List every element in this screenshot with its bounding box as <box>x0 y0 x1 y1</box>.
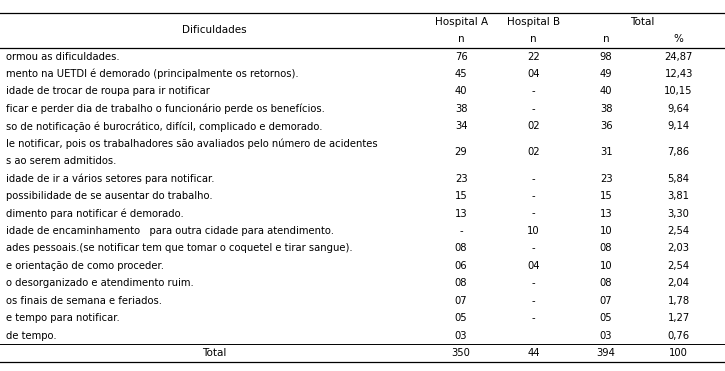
Text: 23: 23 <box>600 174 613 184</box>
Text: de tempo.: de tempo. <box>6 331 57 341</box>
Text: 15: 15 <box>600 191 613 201</box>
Text: 36: 36 <box>600 121 613 131</box>
Text: 08: 08 <box>455 278 468 288</box>
Text: 22: 22 <box>527 52 540 62</box>
Text: 23: 23 <box>455 174 468 184</box>
Text: 2,54: 2,54 <box>668 226 689 236</box>
Text: idade de encaminhamento   para outra cidade para atendimento.: idade de encaminhamento para outra cidad… <box>6 226 334 236</box>
Text: 1,27: 1,27 <box>668 313 689 323</box>
Text: 08: 08 <box>600 243 613 253</box>
Text: 06: 06 <box>455 261 468 271</box>
Text: Total: Total <box>630 17 655 27</box>
Text: Hospital B: Hospital B <box>507 17 560 27</box>
Text: o desorganizado e atendimento ruim.: o desorganizado e atendimento ruim. <box>6 278 194 288</box>
Text: %: % <box>674 34 684 44</box>
Text: 02: 02 <box>527 121 540 131</box>
Text: 5,84: 5,84 <box>668 174 689 184</box>
Text: 13: 13 <box>455 209 468 219</box>
Text: 38: 38 <box>600 104 613 114</box>
Text: 7,86: 7,86 <box>668 148 689 157</box>
Text: 3,81: 3,81 <box>668 191 689 201</box>
Text: -: - <box>531 86 535 96</box>
Text: 0,76: 0,76 <box>668 331 689 341</box>
Text: -: - <box>531 191 535 201</box>
Text: e tempo para notificar.: e tempo para notificar. <box>6 313 120 323</box>
Text: -: - <box>531 209 535 219</box>
Text: 40: 40 <box>600 86 613 96</box>
Text: -: - <box>531 296 535 306</box>
Text: 04: 04 <box>527 261 540 271</box>
Text: 10: 10 <box>600 226 613 236</box>
Text: 9,64: 9,64 <box>668 104 689 114</box>
Text: 05: 05 <box>455 313 468 323</box>
Text: 02: 02 <box>527 148 540 157</box>
Text: 3,30: 3,30 <box>668 209 689 219</box>
Text: 24,87: 24,87 <box>664 52 693 62</box>
Text: 1,78: 1,78 <box>668 296 689 306</box>
Text: 04: 04 <box>527 69 540 79</box>
Text: 2,03: 2,03 <box>668 243 689 253</box>
Text: ficar e perder dia de trabalho o funcionário perde os benefícios.: ficar e perder dia de trabalho o funcion… <box>6 104 325 114</box>
Text: 13: 13 <box>600 209 613 219</box>
Text: os finais de semana e feriados.: os finais de semana e feriados. <box>6 296 162 306</box>
Text: possibilidade de se ausentar do trabalho.: possibilidade de se ausentar do trabalho… <box>6 191 212 201</box>
Text: -: - <box>531 313 535 323</box>
Text: dimento para notificar é demorado.: dimento para notificar é demorado. <box>6 208 183 219</box>
Text: 38: 38 <box>455 104 468 114</box>
Text: 98: 98 <box>600 52 613 62</box>
Text: -: - <box>531 278 535 288</box>
Text: 08: 08 <box>455 243 468 253</box>
Text: 40: 40 <box>455 86 468 96</box>
Text: -: - <box>460 226 463 236</box>
Text: 2,54: 2,54 <box>668 261 689 271</box>
Text: Dificuldades: Dificuldades <box>181 26 246 35</box>
Text: 03: 03 <box>600 331 613 341</box>
Text: 2,04: 2,04 <box>668 278 689 288</box>
Text: 394: 394 <box>597 348 616 358</box>
Text: Total: Total <box>202 348 226 358</box>
Text: n: n <box>602 34 610 44</box>
Text: 29: 29 <box>455 148 468 157</box>
Text: 45: 45 <box>455 69 468 79</box>
Text: 49: 49 <box>600 69 613 79</box>
Text: 08: 08 <box>600 278 613 288</box>
Text: 31: 31 <box>600 148 613 157</box>
Text: Hospital A: Hospital A <box>434 17 488 27</box>
Text: n: n <box>457 34 465 44</box>
Text: so de notificação é burocrático, difícil, complicado e demorado.: so de notificação é burocrático, difícil… <box>6 121 323 132</box>
Text: 44: 44 <box>527 348 540 358</box>
Text: idade de ir a vários setores para notificar.: idade de ir a vários setores para notifi… <box>6 173 215 184</box>
Text: ormou as dificuldades.: ormou as dificuldades. <box>6 52 120 62</box>
Text: 9,14: 9,14 <box>668 121 689 131</box>
Text: s ao serem admitidos.: s ao serem admitidos. <box>6 156 116 166</box>
Text: 34: 34 <box>455 121 468 131</box>
Text: le notificar, pois os trabalhadores são avaliados pelo número de acidentes: le notificar, pois os trabalhadores são … <box>6 138 378 149</box>
Text: 350: 350 <box>452 348 471 358</box>
Text: 12,43: 12,43 <box>664 69 693 79</box>
Text: 05: 05 <box>600 313 613 323</box>
Text: n: n <box>530 34 537 44</box>
Text: 10: 10 <box>600 261 613 271</box>
Text: 76: 76 <box>455 52 468 62</box>
Text: 10,15: 10,15 <box>664 86 693 96</box>
Text: 03: 03 <box>455 331 468 341</box>
Text: 07: 07 <box>455 296 468 306</box>
Text: -: - <box>531 174 535 184</box>
Text: -: - <box>531 104 535 114</box>
Text: ades pessoais.(se notificar tem que tomar o coquetel e tirar sangue).: ades pessoais.(se notificar tem que toma… <box>6 243 352 253</box>
Text: idade de trocar de roupa para ir notificar: idade de trocar de roupa para ir notific… <box>6 86 210 96</box>
Text: e orientação de como proceder.: e orientação de como proceder. <box>6 261 164 271</box>
Text: mento na UETDI é demorado (principalmente os retornos).: mento na UETDI é demorado (principalment… <box>6 69 299 79</box>
Text: 100: 100 <box>669 348 688 358</box>
Text: 10: 10 <box>527 226 540 236</box>
Text: 07: 07 <box>600 296 613 306</box>
Text: 15: 15 <box>455 191 468 201</box>
Text: -: - <box>531 243 535 253</box>
